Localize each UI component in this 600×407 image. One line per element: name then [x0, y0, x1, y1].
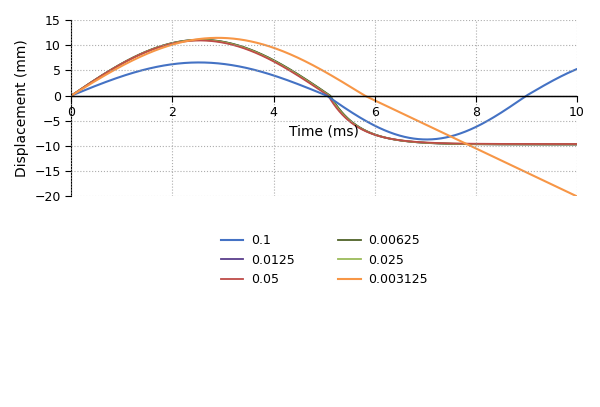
0.0125 [262, 54, 269, 59]
0.1 [68, 93, 75, 98]
0.1 [196, 60, 203, 65]
0.05 [196, 38, 203, 43]
0.025 [574, 142, 581, 147]
0.05 [68, 93, 75, 98]
0.025 [197, 37, 204, 42]
0.05 [284, 67, 291, 72]
0.0125 [284, 66, 291, 70]
0.00625 [509, 142, 517, 147]
0.003125 [509, 164, 517, 168]
0.1 [284, 78, 291, 83]
Line: 0.0125: 0.0125 [71, 40, 577, 144]
0.0125 [125, 57, 133, 62]
Legend: 0.1, 0.0125, 0.05, 0.00625, 0.025, 0.003125: 0.1, 0.0125, 0.05, 0.00625, 0.025, 0.003… [221, 234, 428, 286]
0.05 [155, 45, 163, 50]
0.025 [68, 93, 75, 98]
Line: 0.00625: 0.00625 [71, 39, 577, 144]
0.003125 [284, 50, 291, 55]
0.1 [125, 72, 133, 77]
0.05 [563, 142, 571, 147]
0.003125 [563, 189, 571, 194]
0.05 [262, 55, 269, 60]
0.003125 [214, 35, 221, 40]
0.025 [125, 57, 133, 62]
0.025 [509, 142, 517, 147]
0.00625 [262, 54, 269, 59]
Line: 0.003125: 0.003125 [71, 38, 577, 197]
0.025 [563, 142, 571, 147]
0.1 [574, 67, 581, 72]
0.1 [262, 70, 269, 75]
0.003125 [155, 46, 163, 51]
Y-axis label: Displacement (mm): Displacement (mm) [15, 39, 29, 177]
0.05 [509, 142, 517, 147]
0.0125 [197, 37, 204, 42]
0.00625 [125, 57, 133, 62]
0.003125 [574, 194, 581, 199]
Line: 0.025: 0.025 [71, 40, 577, 144]
0.025 [155, 44, 163, 49]
0.05 [574, 142, 581, 147]
0.0125 [563, 142, 571, 147]
0.003125 [262, 43, 269, 48]
0.0125 [68, 93, 75, 98]
0.05 [125, 57, 133, 62]
0.0125 [574, 142, 581, 147]
0.025 [262, 54, 269, 59]
0.1 [423, 137, 430, 142]
0.00625 [68, 93, 75, 98]
0.00625 [563, 142, 571, 147]
0.0125 [509, 142, 517, 147]
0.1 [564, 71, 571, 76]
Line: 0.1: 0.1 [71, 62, 577, 140]
0.1 [155, 64, 163, 69]
Line: 0.05: 0.05 [71, 40, 577, 144]
0.00625 [155, 44, 163, 49]
0.003125 [125, 60, 133, 65]
X-axis label: Time (ms): Time (ms) [289, 125, 359, 139]
0.1 [509, 103, 517, 107]
0.00625 [197, 37, 205, 42]
0.0125 [155, 44, 163, 49]
0.003125 [68, 93, 75, 98]
0.00625 [284, 66, 291, 70]
0.025 [284, 66, 291, 71]
0.00625 [574, 142, 581, 147]
